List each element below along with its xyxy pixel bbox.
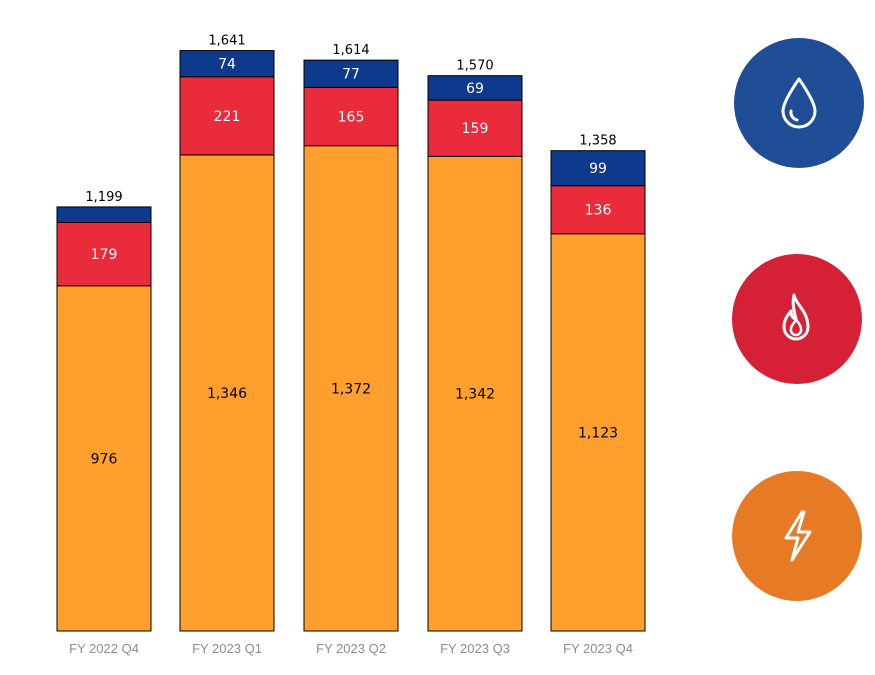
segment-value-label: 1,342 [455,387,495,403]
segment-value-label: 179 [91,247,118,263]
x-tick-label: FY 2023 Q4 [563,641,633,656]
x-tick-label: FY 2022 Q4 [69,641,139,656]
bar-segment [56,285,152,632]
x-tick-label: FY 2023 Q3 [440,641,510,656]
bar-segment [550,185,646,235]
segment-value-label: 165 [338,110,365,126]
segment-value-label: 69 [466,81,484,97]
segment-value-label: 1,346 [207,386,247,402]
bar-segment [303,86,399,147]
segment-value-label: 1,372 [331,381,371,397]
bar-segment [427,155,523,632]
bar-segment [550,233,646,632]
segment-value-label: 221 [214,109,241,125]
bar-segment [179,50,275,78]
x-tick-label: FY 2023 Q2 [316,641,386,656]
total-value-label: 1,641 [208,34,245,49]
bar-segment [56,221,152,287]
x-tick-label: FY 2023 Q1 [192,641,262,656]
total-value-label: 1,358 [579,134,616,149]
segment-value-label: 74 [218,57,236,73]
segment-value-label: 99 [589,161,607,177]
bar-segment [179,154,275,632]
bar-segment [56,206,152,223]
bar-segment [427,75,523,101]
bar-segment [303,59,399,88]
gas-legend [732,254,862,384]
total-value-label: 1,570 [456,59,493,74]
lightning-icon [784,510,812,562]
segment-value-label: 77 [342,67,360,83]
segment-value-label: 159 [462,121,489,137]
bar-segment [179,76,275,156]
total-value-label: 1,199 [85,190,122,205]
water-legend [734,38,864,168]
segment-value-label: 1,123 [578,425,618,441]
labels-group: 976 179 1,199 FY 2022 Q4 1,346 221 74 1,641 FY 2… [69,34,633,656]
water-drop-icon [781,77,817,129]
segment-value-label: 136 [585,203,612,219]
bar-segment [550,150,646,187]
electricity-legend [732,471,862,601]
bars-group [56,50,646,632]
bar-segment [303,145,399,632]
segment-value-label: 976 [91,451,118,467]
total-value-label: 1,614 [332,43,369,58]
flame-icon [782,293,810,341]
